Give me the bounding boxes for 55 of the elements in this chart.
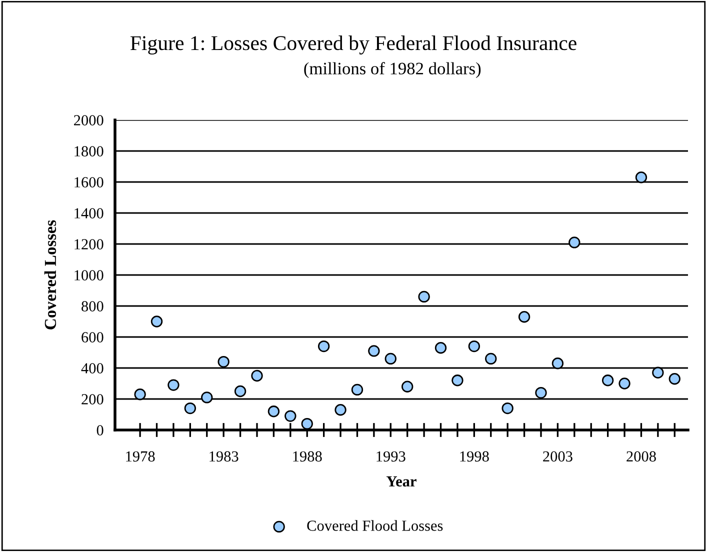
- y-tick-label: 400: [81, 363, 104, 374]
- y-tick-label: 1600: [74, 177, 104, 188]
- x-axis-title: Year: [386, 476, 416, 487]
- point: [518, 311, 530, 323]
- point: [168, 379, 180, 391]
- y-tick-label: 1400: [74, 208, 104, 218]
- point: [201, 392, 213, 404]
- y-axis-title: Covered Losses: [44, 220, 56, 330]
- y-tick-label: 600: [82, 332, 104, 342]
- y-tick-label: 800: [82, 301, 104, 312]
- point: [368, 345, 380, 357]
- point: [301, 418, 313, 430]
- chart-title: Figure 1: Losses Covered by Federal Flood Insurance: [130, 36, 576, 54]
- x-tick-label: 1978: [126, 451, 155, 462]
- x-tick-label: 2008: [626, 451, 656, 462]
- y-tick-label: 1200: [74, 239, 104, 250]
- point: [552, 358, 564, 370]
- point: [418, 290, 430, 303]
- point: [618, 378, 630, 390]
- point: [234, 385, 246, 398]
- point: [284, 410, 296, 422]
- point: [568, 236, 580, 248]
- point: [602, 374, 614, 386]
- point: [351, 384, 364, 396]
- y-tick-label: 1000: [74, 270, 104, 280]
- point: [150, 316, 163, 328]
- point: [652, 366, 664, 378]
- point: [452, 374, 464, 386]
- legend-label: Covered Flood Losses: [307, 520, 443, 531]
- x-tick-label: 2003: [543, 451, 572, 462]
- point: [535, 386, 547, 399]
- x-tick-label: 1998: [460, 451, 489, 462]
- point: [251, 370, 263, 382]
- point: [468, 340, 480, 352]
- point: [334, 404, 346, 416]
- y-tick-label: 0: [96, 425, 104, 436]
- y-tick-label: 2000: [74, 115, 104, 126]
- x-tick-label: 1988: [293, 451, 322, 462]
- chart-subtitle: (millions of 1982 dollars): [304, 62, 481, 78]
- point: [402, 380, 414, 392]
- point: [384, 352, 396, 365]
- point: [434, 342, 447, 354]
- point: [268, 406, 280, 418]
- x-tick-label: 1983: [210, 451, 238, 462]
- point: [134, 388, 146, 400]
- point: [502, 402, 514, 414]
- point: [635, 172, 648, 184]
- point: [318, 340, 330, 352]
- y-tick-label: 1800: [74, 146, 104, 156]
- point: [218, 356, 230, 368]
- x-tick-label: 1993: [376, 451, 406, 462]
- y-tick-label: 200: [82, 394, 104, 404]
- point: [485, 352, 497, 365]
- point: [668, 373, 680, 385]
- point: [184, 402, 196, 414]
